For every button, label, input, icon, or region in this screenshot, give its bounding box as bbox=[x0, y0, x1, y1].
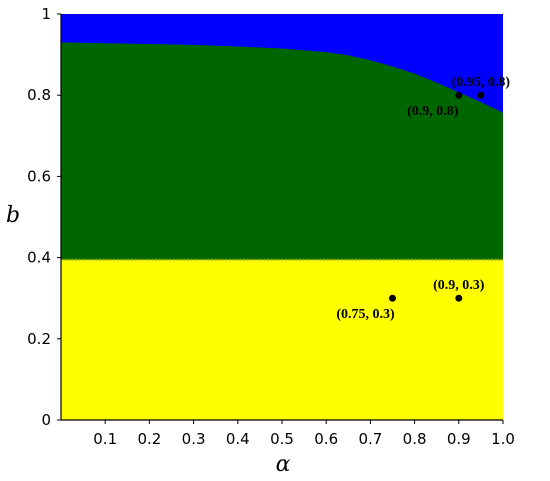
axis-ticks: 0.1 0.2 0.3 0.4 0.5 0.6 0.7 0.8 0.9 1.0 0 0.2 0.4 0.6… bbox=[27, 5, 515, 448]
x-tick-label: 0.7 bbox=[358, 430, 382, 448]
x-tick-label: 0.4 bbox=[226, 430, 250, 448]
data-point bbox=[455, 91, 463, 99]
data-point bbox=[477, 91, 485, 99]
point-label: (0.95, 0.8) bbox=[452, 75, 511, 90]
y-tick-label: 0.6 bbox=[27, 167, 51, 185]
x-tick-label: 1.0 bbox=[491, 430, 515, 448]
regions bbox=[61, 14, 503, 420]
y-tick-label: 0 bbox=[41, 411, 51, 429]
points: (0.9, 0.8) (0.95, 0.8) (0.75, 0.3) (0.9, 0.… bbox=[336, 75, 510, 322]
x-tick-label: 0.6 bbox=[314, 430, 338, 448]
x-tick-label: 0.9 bbox=[447, 430, 471, 448]
data-point bbox=[389, 294, 396, 302]
x-tick-label: 0.1 bbox=[93, 430, 117, 448]
x-tick-label: 0.3 bbox=[182, 430, 206, 448]
y-axis-label: b bbox=[6, 203, 20, 228]
data-point bbox=[455, 294, 463, 302]
y-tick-label: 1 bbox=[41, 5, 51, 23]
point-label: (0.9, 0.3) bbox=[433, 278, 485, 293]
x-tick-label: 0.8 bbox=[403, 430, 427, 448]
point-label: (0.9, 0.8) bbox=[407, 104, 459, 119]
y-tick-label: 0.2 bbox=[27, 330, 51, 348]
point-label: (0.75, 0.3) bbox=[336, 307, 395, 322]
y-tick-label: 0.4 bbox=[27, 249, 51, 267]
x-axis-label: α bbox=[276, 452, 291, 477]
y-tick-label: 0.8 bbox=[27, 86, 51, 104]
x-tick-label: 0.5 bbox=[270, 430, 294, 448]
x-tick-label: 0.2 bbox=[137, 430, 161, 448]
region-green bbox=[61, 42, 503, 260]
region-yellow bbox=[61, 259, 503, 420]
